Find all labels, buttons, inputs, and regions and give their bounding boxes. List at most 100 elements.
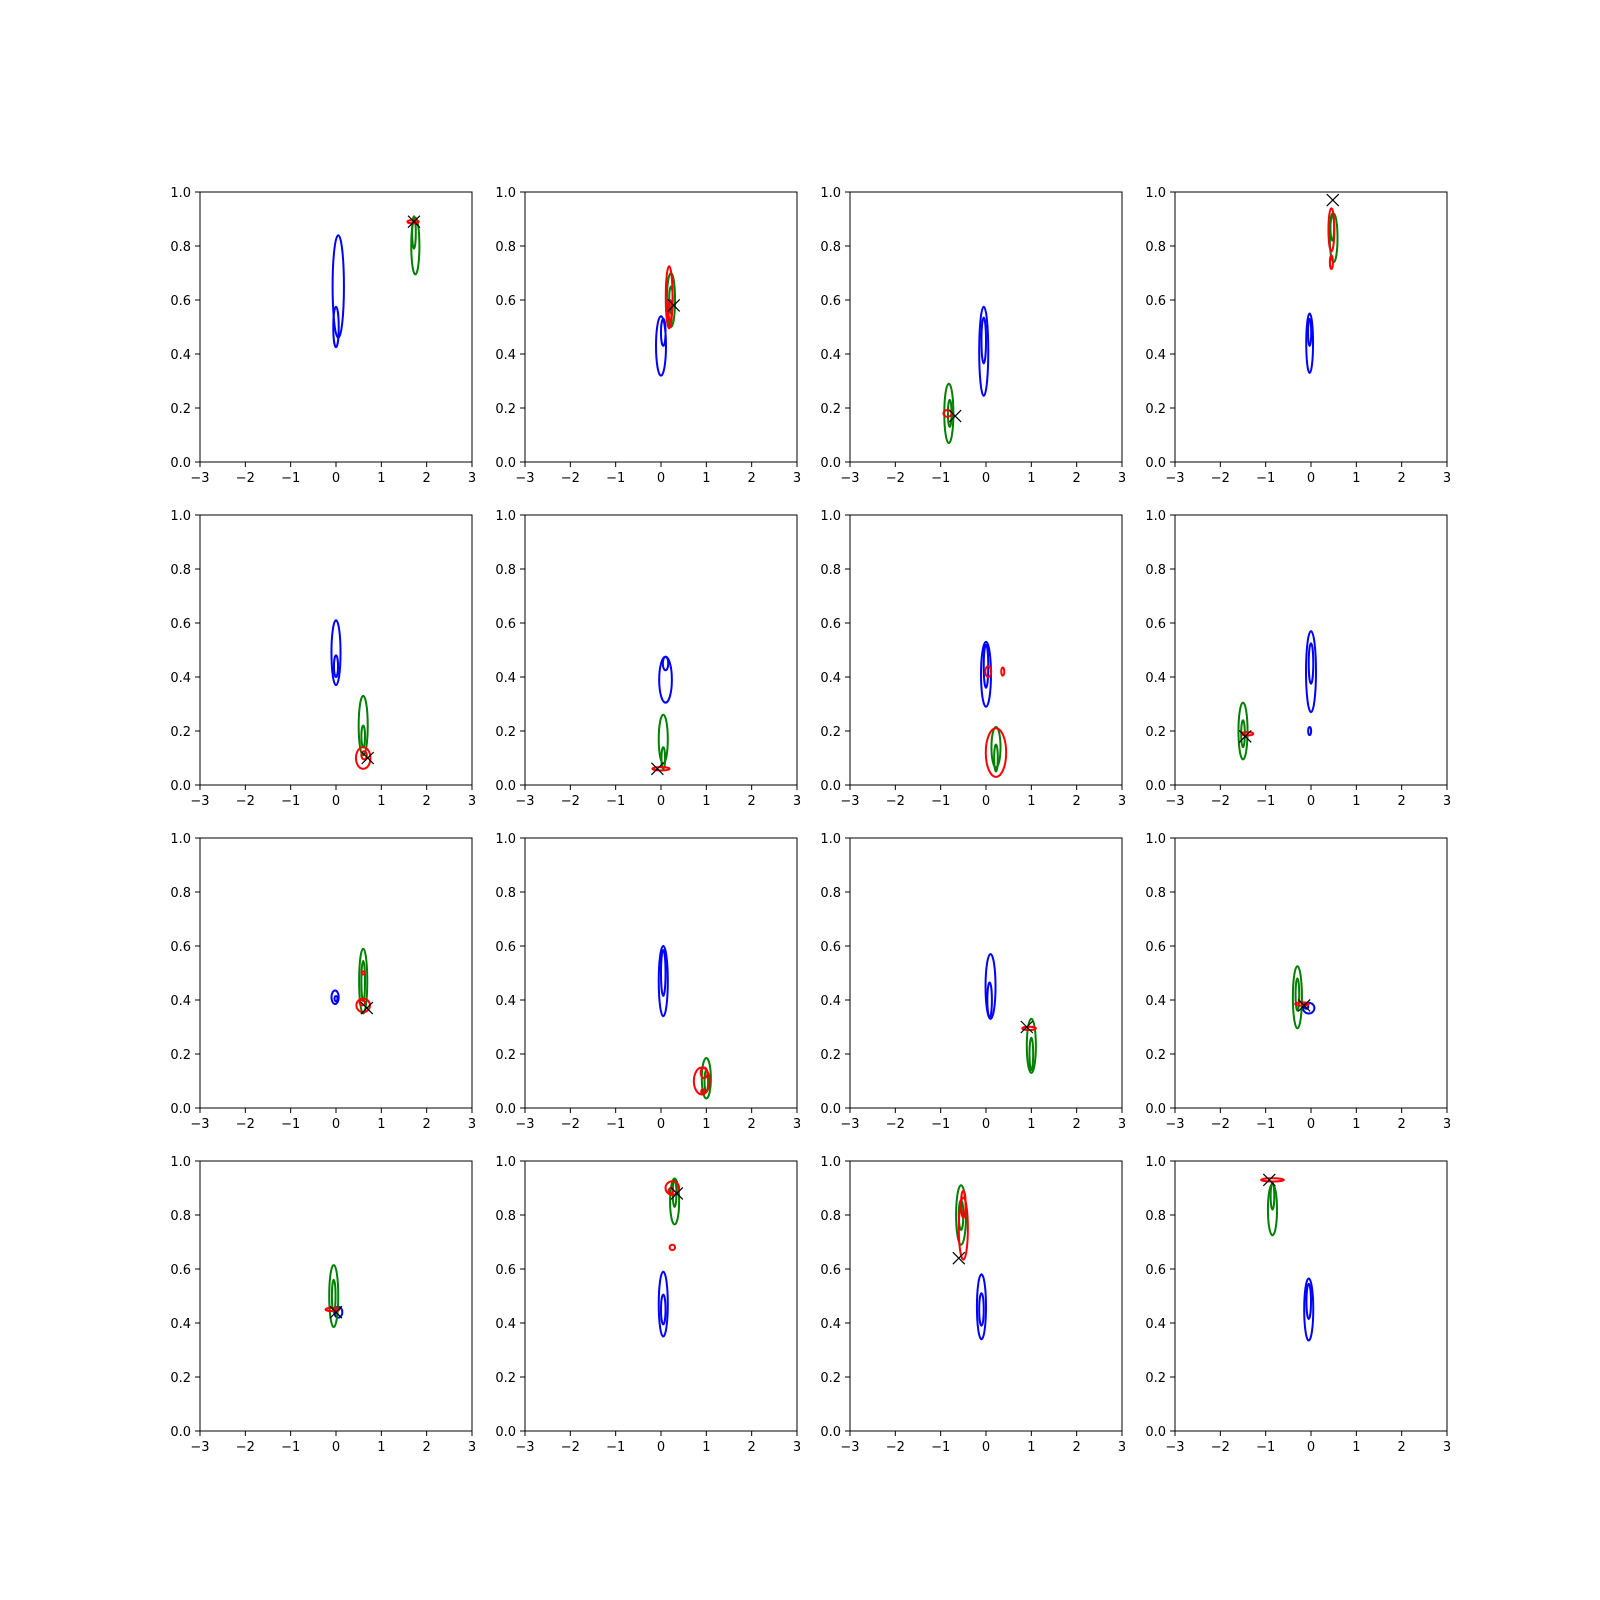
y-tick-label: 0.8 <box>495 1209 516 1224</box>
x-tick-label: 1 <box>377 794 385 809</box>
y-tick-label: 0.2 <box>820 725 841 740</box>
y-tick-label: 0.4 <box>1145 994 1166 1009</box>
axes-frame <box>199 514 473 786</box>
y-tick-label: 0.8 <box>820 886 841 901</box>
subplot-9: −3 −2 −1 0 1 2 3 0.0 0.2 0.4 0.6 0.8 1.0 <box>170 832 476 1132</box>
green-contour-2 <box>1294 977 1301 1012</box>
x-tick-label: 1 <box>1027 471 1035 486</box>
y-tick-label: 0.6 <box>495 1263 516 1278</box>
x-tick-label: −3 <box>840 1440 859 1455</box>
y-tick-label: 0.8 <box>170 240 191 255</box>
plot-area <box>952 1184 988 1341</box>
y-tick-label: 0.8 <box>820 240 841 255</box>
x-tick-label: 1 <box>1027 1440 1035 1455</box>
x-tick-label: −2 <box>561 1440 580 1455</box>
y-tick-label: 0.0 <box>170 779 191 794</box>
x-tick-label: 1 <box>702 1440 710 1455</box>
y-tick-label: 1.0 <box>495 186 516 201</box>
y-tick-label: 0.8 <box>1145 563 1166 578</box>
y-tick-label: 0.0 <box>170 1425 191 1440</box>
y-tick-label: 0.8 <box>170 563 191 578</box>
blue-contour-2 <box>333 994 339 1003</box>
x-tick-label: −2 <box>236 794 255 809</box>
x-tick-label: 1 <box>1352 1440 1360 1455</box>
x-tick-label: 3 <box>1443 794 1451 809</box>
subplot-8: −3 −2 −1 0 1 2 3 0.0 0.2 0.4 0.6 0.8 1.0 <box>1145 509 1451 809</box>
axes-frame <box>199 837 473 1109</box>
blue-contour-1 <box>1305 630 1317 714</box>
subplot-4: −3 −2 −1 0 1 2 3 0.0 0.2 0.4 0.6 0.8 1.0 <box>1145 186 1451 486</box>
y-tick-label: 0.8 <box>820 563 841 578</box>
y-tick-label: 0.0 <box>495 779 516 794</box>
axes-frame <box>524 1160 798 1432</box>
x-tick-label: 0 <box>1307 794 1315 809</box>
y-tick-label: 0.6 <box>170 1263 191 1278</box>
y-tick-label: 0.0 <box>170 456 191 471</box>
y-tick-label: 0.0 <box>820 779 841 794</box>
x-tick-label: −1 <box>1256 1440 1275 1455</box>
x-tick-label: −1 <box>606 1117 625 1132</box>
y-tick-label: 0.4 <box>820 671 841 686</box>
x-tick-label: 0 <box>657 1440 665 1455</box>
x-marker <box>948 409 962 423</box>
y-tick-label: 0.6 <box>170 940 191 955</box>
green-contour-1 <box>1025 1017 1037 1074</box>
x-tick-label: 0 <box>657 1117 665 1132</box>
red-contour-1 <box>354 746 372 770</box>
blue-contour-1 <box>978 305 990 397</box>
axes-frame <box>1174 837 1448 1109</box>
x-tick-label: −3 <box>190 794 209 809</box>
red-contour-2 <box>960 1189 967 1219</box>
blue-contour-2 <box>332 305 340 349</box>
y-tick-label: 0.4 <box>495 348 516 363</box>
x-tick-label: 2 <box>423 794 431 809</box>
green-contour-1 <box>955 1184 968 1246</box>
x-tick-label: 1 <box>1352 1117 1360 1132</box>
green-contour-2 <box>360 959 367 1003</box>
plot-area <box>657 945 712 1100</box>
blue-contour-3 <box>1307 725 1313 737</box>
x-marker <box>670 1186 684 1200</box>
y-tick-label: 0.0 <box>170 1102 191 1117</box>
x-tick-label: 1 <box>1352 471 1360 486</box>
green-contour-1 <box>990 725 1002 769</box>
y-tick-label: 0.6 <box>820 294 841 309</box>
x-tick-label: 3 <box>468 794 476 809</box>
y-tick-label: 0.2 <box>495 402 516 417</box>
y-tick-label: 0.0 <box>1145 1102 1166 1117</box>
green-contour-1 <box>358 947 369 1015</box>
x-tick-label: 0 <box>1307 471 1315 486</box>
subplot-3: −3 −2 −1 0 1 2 3 0.0 0.2 0.4 0.6 0.8 1.0 <box>820 186 1126 486</box>
x-tick-label: 0 <box>982 1440 990 1455</box>
x-tick-label: 3 <box>1118 794 1126 809</box>
red-contour-1 <box>942 409 953 418</box>
x-marker <box>407 215 421 229</box>
x-tick-label: −1 <box>1256 471 1275 486</box>
blue-contour-2 <box>978 1292 985 1327</box>
x-tick-label: 1 <box>1027 1117 1035 1132</box>
red-contour-1 <box>984 727 1008 778</box>
plot-area <box>657 1177 684 1338</box>
x-marker <box>952 1251 966 1265</box>
x-tick-label: 3 <box>793 1117 801 1132</box>
plot-area <box>942 305 990 445</box>
y-tick-label: 0.8 <box>495 240 516 255</box>
x-tick-label: 2 <box>423 1440 431 1455</box>
y-tick-label: 0.4 <box>170 348 191 363</box>
plot-area <box>1260 1173 1315 1342</box>
y-tick-label: 0.6 <box>820 1263 841 1278</box>
red-contour-3 <box>1000 666 1006 677</box>
blue-contour-1 <box>657 1270 669 1338</box>
y-tick-label: 0.2 <box>495 1371 516 1386</box>
y-tick-label: 0.8 <box>1145 886 1166 901</box>
x-tick-label: −1 <box>931 471 950 486</box>
y-tick-label: 0.0 <box>495 1425 516 1440</box>
subplot-5: −3 −2 −1 0 1 2 3 0.0 0.2 0.4 0.6 0.8 1.0 <box>170 509 476 809</box>
x-tick-label: −2 <box>1211 794 1230 809</box>
subplot-10: −3 −2 −1 0 1 2 3 0.0 0.2 0.4 0.6 0.8 1.0 <box>495 832 801 1132</box>
y-tick-label: 1.0 <box>820 832 841 847</box>
x-tick-label: 1 <box>702 1117 710 1132</box>
y-tick-label: 0.6 <box>820 940 841 955</box>
x-tick-label: 0 <box>982 794 990 809</box>
